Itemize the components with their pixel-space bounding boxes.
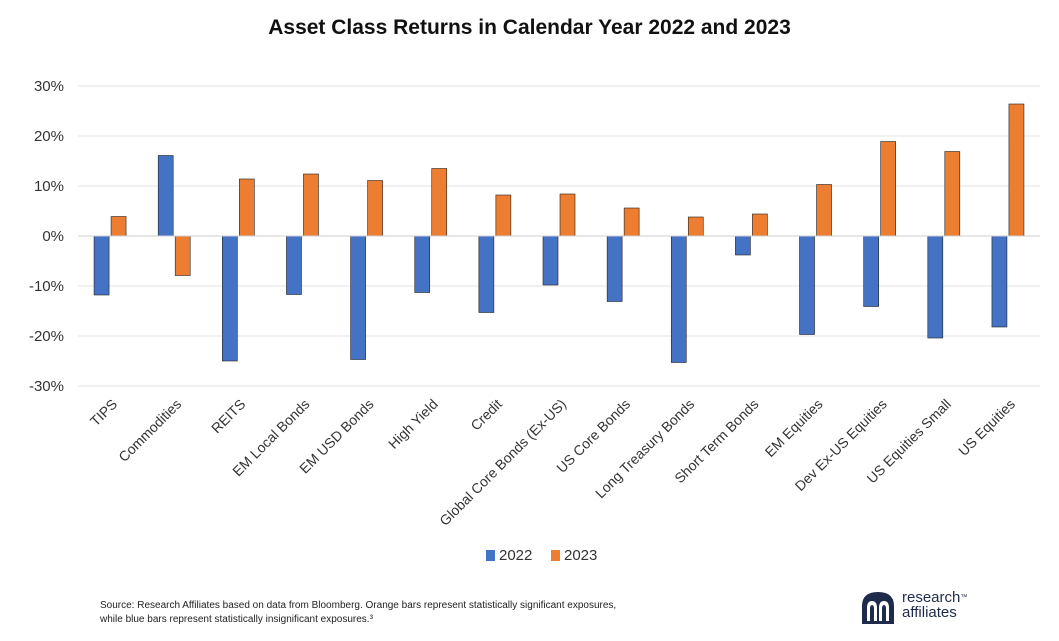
bar-2023-credit xyxy=(495,194,512,237)
legend-swatch-2023 xyxy=(551,550,560,561)
bar-2022-global-core-bonds-ex-us- xyxy=(542,235,559,286)
bar-2022-long-treasury-bonds xyxy=(670,235,687,363)
x-tick-label: Global Core Bonds (Ex-US) xyxy=(436,396,569,529)
source-line-2: while blue bars represent statistically … xyxy=(100,614,373,625)
y-axis-tick-labels: 30% 20% 10% 0% -10% -20% -30% xyxy=(29,78,64,395)
y-tick-label: -20% xyxy=(29,328,64,345)
logo-trademark: ™ xyxy=(960,594,968,601)
x-tick-label: High Yield xyxy=(385,396,441,452)
bar-2023-em-usd-bonds xyxy=(367,180,383,237)
bar-2022-high-yield xyxy=(414,235,431,293)
x-tick-label: US Equities xyxy=(955,396,1018,459)
logo-word-affiliates: affiliates xyxy=(902,604,957,621)
bar-2023-em-local-bonds xyxy=(303,173,319,237)
legend-label-2022: 2022 xyxy=(499,547,532,564)
y-tick-label: 20% xyxy=(34,128,64,145)
bar-2022-us-equities-small xyxy=(927,235,944,339)
bar-2023-dev-ex-us-equities xyxy=(880,141,896,237)
bar-2023-tips xyxy=(110,216,127,237)
research-affiliates-logo: research™ affiliates xyxy=(860,588,980,628)
y-tick-label: -10% xyxy=(29,278,64,295)
bar-2023-reits xyxy=(239,178,255,237)
source-line-1: Source: Research Affiliates based on dat… xyxy=(100,600,617,611)
chart-title: Asset Class Returns in Calendar Year 202… xyxy=(268,16,791,39)
logo-wordmark: research™ affiliates xyxy=(902,590,967,620)
bars xyxy=(93,103,1025,363)
bar-2023-global-core-bonds-ex-us- xyxy=(559,193,576,237)
bar-2023-long-treasury-bonds xyxy=(687,216,704,237)
bar-2022-commodities xyxy=(157,155,174,237)
bar-2022-us-equities xyxy=(991,235,1008,328)
bar-2022-tips xyxy=(93,235,110,296)
y-tick-label: 30% xyxy=(34,78,64,95)
legend-label-2023: 2023 xyxy=(564,547,597,564)
bar-2022-reits xyxy=(222,235,238,362)
x-tick-label: Credit xyxy=(467,396,505,434)
bar-2023-us-equities-small xyxy=(944,151,961,237)
x-tick-label: TIPS xyxy=(87,396,120,429)
y-tick-label: 10% xyxy=(34,178,64,195)
x-tick-label: Commodities xyxy=(115,396,184,465)
bar-2023-us-equities xyxy=(1008,103,1025,237)
logo-mark-icon xyxy=(862,592,894,624)
x-tick-label: REITS xyxy=(208,396,248,436)
bar-2022-em-usd-bonds xyxy=(350,235,366,360)
bar-2023-short-term-bonds xyxy=(752,213,768,237)
bar-2023-high-yield xyxy=(431,168,448,237)
y-tick-label: 0% xyxy=(42,228,64,245)
bar-2023-em-equities xyxy=(816,184,832,237)
bar-2022-em-equities xyxy=(799,235,815,335)
logo-word-research: research xyxy=(902,589,961,606)
bar-2022-em-local-bonds xyxy=(286,235,302,295)
bar-2022-short-term-bonds xyxy=(735,235,751,256)
legend: 2022 2023 xyxy=(486,547,597,564)
bar-2022-credit xyxy=(478,235,495,313)
bar-2023-commodities xyxy=(174,235,191,276)
bar-2023-us-core-bonds xyxy=(623,207,640,237)
bar-2022-us-core-bonds xyxy=(606,235,623,302)
y-tick-label: -30% xyxy=(29,378,64,395)
source-note: Source: Research Affiliates based on dat… xyxy=(100,599,616,627)
bar-2022-dev-ex-us-equities xyxy=(863,235,879,307)
x-tick-label: EM Equities xyxy=(762,396,826,460)
legend-swatch-2022 xyxy=(486,550,495,561)
